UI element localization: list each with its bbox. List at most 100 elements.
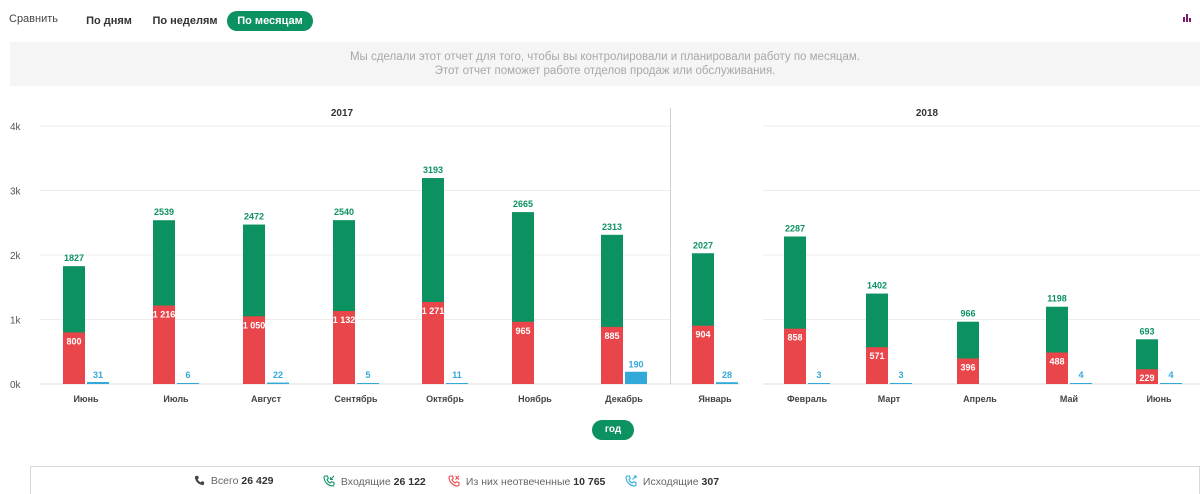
tab-by-months[interactable]: По месяцам [227,11,313,31]
x-tick-label: Октябрь [426,394,464,404]
data-label-missed: 1 271 [422,306,445,316]
bar-missed [243,316,265,384]
stat-outgoing: Исходящие 307 [625,475,719,488]
bar-missed [512,321,534,384]
data-label-missed: 396 [960,362,975,372]
year-label-2018: 2018 [916,108,939,119]
stat-missed-label: Из них неотвеченные [465,476,571,488]
data-label-missed: 904 [695,330,710,340]
data-label-total: 1827 [64,253,84,263]
x-tick-label: Июнь [1146,394,1172,404]
info-line-2: Этот отчет поможет работе отделов продаж… [434,65,776,77]
data-label-total: 2665 [513,199,533,209]
data-label-missed: 965 [515,326,530,336]
tab-by-weeks[interactable]: По неделям [152,15,218,27]
y-tick-label: 0k [10,380,22,391]
bar-outgoing [357,383,379,384]
data-label-total: 2540 [334,207,354,217]
y-tick-label: 1k [10,316,22,327]
bar-outgoing [625,371,647,384]
data-label-outgoing: 4 [1078,370,1083,380]
data-label-outgoing: 3 [898,370,903,380]
stat-outgoing-value: 307 [701,476,720,488]
data-label-outgoing: 22 [273,370,283,380]
bar-missed [63,332,85,384]
bar-outgoing [267,382,289,384]
bar-missed [866,347,888,384]
bar-missed [422,302,444,384]
x-tick-label: Январь [698,394,732,404]
bar-missed [692,325,714,384]
missed-call-icon [448,475,460,487]
info-banner: Мы сделали этот отчет для того, чтобы вы… [10,42,1200,86]
bar-outgoing [446,383,468,384]
data-label-outgoing: 3 [816,370,821,380]
bar-outgoing [177,383,199,384]
x-tick-label: Апрель [963,394,997,404]
tab-by-days[interactable]: По дням [86,15,132,27]
bar-chart-icon[interactable] [1183,14,1191,22]
data-label-total: 2027 [693,240,713,250]
stats-bar: Всего 26 429 Входящие 26 122 Из них неот… [30,466,1200,494]
compare-label[interactable]: Сравнить [9,13,59,25]
x-tick-label: Август [251,394,282,404]
period-year-button[interactable]: год [592,420,634,440]
info-line-1: Мы сделали этот отчет для того, чтобы вы… [349,51,861,63]
data-label-missed: 858 [787,333,802,343]
stat-incoming-label: Входящие [340,476,391,488]
data-label-missed: 1 050 [243,320,266,330]
data-label-total: 1198 [1047,294,1067,304]
year-label-2017: 2017 [331,108,354,119]
toolbar: Сравнить По дням По неделям По месяцам [0,0,1200,42]
data-label-missed: 885 [604,331,619,341]
data-label-outgoing: 11 [452,370,462,380]
phone-icon [194,475,205,486]
x-tick-label: Декабрь [605,394,643,404]
bar-missed [1046,352,1068,384]
bar-missed [601,326,623,384]
stat-missed-value: 10 765 [573,476,606,488]
x-tick-label: Июль [163,394,189,404]
bar-missed [153,305,175,384]
stat-incoming: Входящие 26 122 [323,475,426,488]
data-label-total: 2539 [154,207,174,217]
data-label-outgoing: 190 [628,360,643,370]
data-label-missed: 1 132 [333,315,356,325]
x-tick-label: Ноябрь [518,394,552,404]
incoming-call-icon [323,475,335,487]
stat-total: Всего 26 429 [194,475,274,487]
stat-outgoing-label: Исходящие [642,476,699,488]
data-label-missed: 1 216 [153,310,176,320]
data-label-total: 2472 [244,212,264,222]
data-label-missed: 800 [66,336,81,346]
stat-missed: Из них неотвеченные 10 765 [448,475,605,488]
bar-missed [1136,369,1158,384]
bar-outgoing [1160,383,1182,384]
stat-incoming-value: 26 122 [393,476,426,488]
bar-outgoing [716,382,738,384]
data-label-missed: 229 [1139,373,1154,383]
bar-outgoing [890,383,912,384]
bar-outgoing [87,382,109,384]
data-label-total: 693 [1139,326,1154,336]
data-label-total: 2313 [602,222,622,232]
calls-bar-chart: 0k 1k 2k 3k 4k 2017 2018 1827 800 31 Июнь 2539 1 216… [10,108,1200,404]
outgoing-call-icon [625,475,637,487]
x-tick-label: Май [1060,394,1078,404]
bar-missed [957,358,979,384]
data-label-total: 966 [960,309,975,319]
stat-total-value: 26 429 [241,475,274,487]
y-tick-label: 4k [10,122,22,133]
data-label-missed: 488 [1049,357,1064,367]
data-label-missed: 571 [869,351,884,361]
stat-total-label: Всего [210,475,239,487]
bar-outgoing [808,383,830,384]
x-tick-label: Июнь [73,394,99,404]
data-label-total: 3193 [423,165,443,175]
bar-missed [784,328,806,384]
x-tick-label: Февраль [787,394,827,404]
bar-outgoing [1070,383,1092,384]
data-label-total: 1402 [867,281,887,291]
data-label-outgoing: 5 [365,370,370,380]
data-label-outgoing: 28 [722,370,732,380]
